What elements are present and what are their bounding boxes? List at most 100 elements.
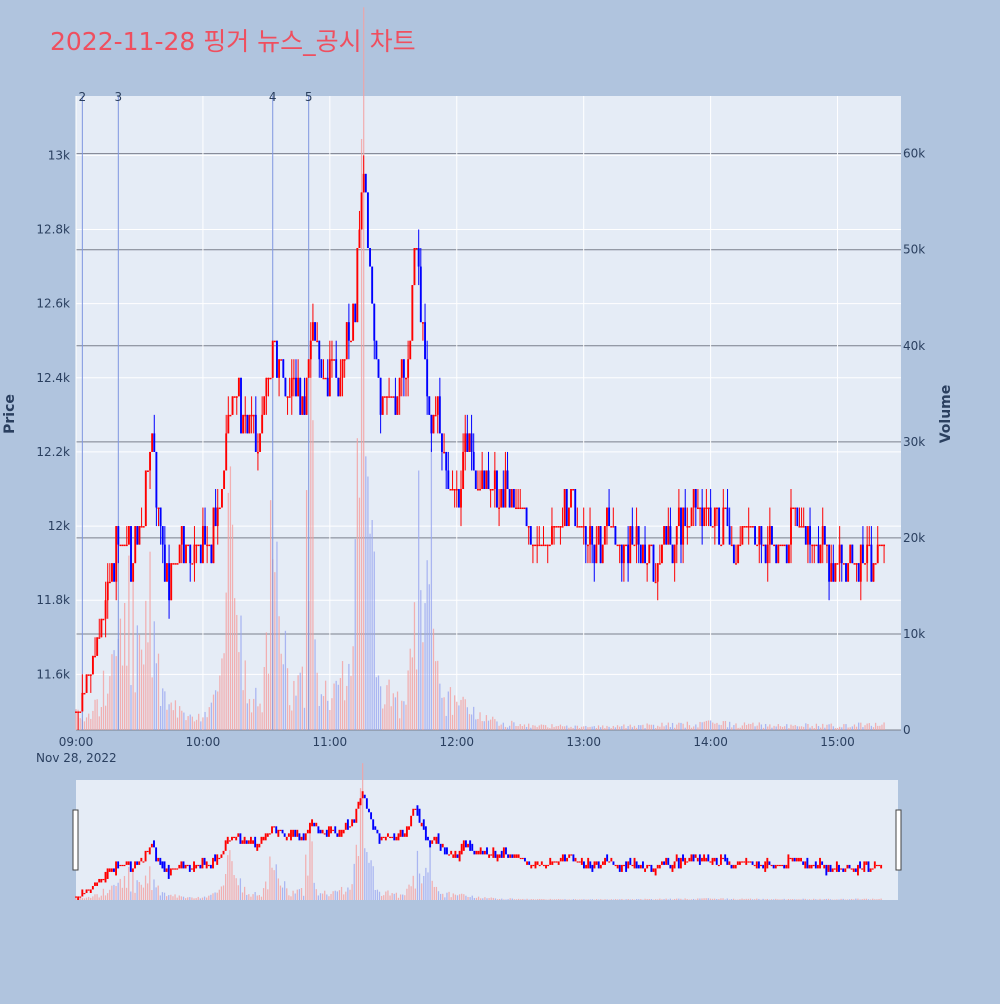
candle-body (509, 489, 511, 508)
slider-volume-bar (172, 896, 173, 900)
range-slider-handle-right[interactable] (896, 810, 901, 870)
volume-bar (386, 685, 387, 730)
slider-volume-bar (779, 899, 780, 900)
candle-body (276, 341, 278, 378)
range-slider[interactable] (76, 780, 898, 900)
candle-body (359, 229, 361, 248)
slider-volume-bar (488, 898, 489, 900)
slider-volume-bar (432, 881, 433, 900)
candle-body (708, 508, 710, 510)
volume-bar (122, 666, 123, 730)
slider-candle (140, 858, 142, 862)
slider-candle (433, 837, 435, 841)
slider-candle (111, 868, 113, 872)
candle-body (204, 526, 206, 545)
candle-body (435, 415, 437, 417)
slider-candle (695, 854, 697, 858)
slider-candle (395, 837, 397, 841)
volume-bar (812, 726, 813, 730)
volume-bar (670, 727, 671, 730)
slider-candle (787, 854, 789, 868)
volume-bar (164, 691, 165, 730)
candle-body (653, 545, 655, 582)
slider-candle (429, 840, 431, 847)
slider-volume-bar (316, 889, 317, 900)
slider-candle (779, 865, 781, 866)
candle-body (834, 563, 836, 582)
candle-body (206, 545, 208, 547)
slider-volume-bar (590, 899, 591, 900)
slider-candle (768, 861, 770, 865)
volume-bar (583, 726, 584, 730)
slider-volume-bar (701, 898, 702, 900)
candle-body (811, 545, 813, 547)
candle-body (479, 489, 481, 491)
candle-body (858, 563, 860, 582)
event-label: 5 (305, 90, 313, 104)
volume-bar (763, 728, 764, 730)
slider-volume-bar (628, 899, 629, 900)
slider-volume-bar (318, 895, 319, 900)
volume-bar (647, 723, 648, 730)
candle-body (881, 545, 883, 547)
slider-candle (556, 861, 558, 862)
slider-volume-bar (733, 899, 734, 900)
volume-bar (714, 724, 715, 730)
slider-volume-bar (250, 897, 251, 900)
volume-bar (135, 692, 136, 730)
volume-bar (338, 685, 339, 730)
slider-volume-bar (803, 899, 804, 900)
candle-body (589, 526, 591, 545)
slider-volume-bar (105, 895, 106, 900)
slider-candle (218, 858, 220, 859)
volume-bar (771, 728, 772, 730)
slider-candle (115, 861, 117, 875)
volume-bar (247, 703, 248, 730)
volume-bar (111, 654, 112, 730)
slider-candle (553, 861, 555, 862)
slider-candle (267, 833, 269, 837)
volume-bar (336, 681, 337, 730)
candle-body (532, 545, 534, 547)
volume-bar (492, 717, 493, 730)
slider-volume-bar (741, 899, 742, 900)
slider-candle (423, 819, 425, 830)
slider-candle (277, 830, 279, 837)
candle-body (572, 489, 574, 491)
main-plot-area[interactable] (76, 96, 901, 730)
candle-body (88, 674, 90, 676)
slider-volume-bar (712, 899, 713, 900)
volume-bar (302, 667, 303, 730)
slider-volume-bar (617, 899, 618, 900)
candle-body (511, 489, 513, 508)
slider-candle (227, 837, 229, 844)
slider-candle (813, 865, 815, 866)
range-slider-handle-left[interactable] (73, 810, 78, 870)
volume-tick-label: 60k (903, 147, 925, 161)
slider-candle (667, 858, 669, 865)
volume-bar (424, 603, 425, 730)
slider-volume-bar (703, 898, 704, 900)
volume-bar (484, 721, 485, 730)
candle-body (293, 378, 295, 380)
candle-body (79, 711, 81, 713)
slider-candle (665, 858, 667, 865)
slider-candle (416, 805, 418, 816)
slider-candle (516, 854, 518, 858)
slider-volume-bar (210, 895, 211, 900)
candle-body (591, 526, 593, 545)
slider-volume-bar (491, 897, 492, 900)
slider-volume-bar (379, 892, 380, 900)
slider-volume-bar (824, 899, 825, 900)
candle-body (287, 396, 289, 398)
candle-body (297, 378, 299, 397)
slider-volume-bar (790, 899, 791, 900)
slider-volume-bar (859, 899, 860, 900)
slider-volume-bar (497, 899, 498, 900)
slider-candle (825, 865, 827, 876)
slider-candle (88, 889, 90, 890)
candle-body (301, 396, 303, 415)
candle-body (325, 378, 327, 380)
slider-candle (204, 858, 206, 865)
volume-bar (92, 711, 93, 730)
